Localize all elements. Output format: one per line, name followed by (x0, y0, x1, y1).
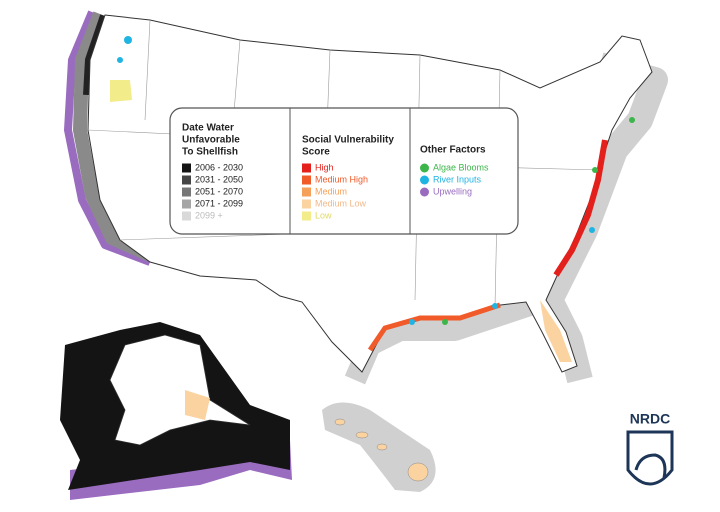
legend-title: Unfavorable (182, 135, 240, 146)
factor-markers (117, 36, 635, 325)
logo-text: NRDC (630, 411, 670, 427)
legend-title: To Shellfish (182, 147, 238, 158)
legend-label: 2071 - 2099 (195, 198, 243, 208)
legend-title: Date Water (182, 123, 234, 134)
legend-title: Score (302, 147, 330, 158)
vulnerability-coast (367, 302, 501, 352)
alaska-land (109, 334, 251, 446)
legend-swatch (302, 163, 311, 173)
logo: NRDC (626, 411, 674, 486)
legend-swatch (302, 187, 311, 197)
legend-label: Medium (315, 186, 347, 196)
legend-swatch (420, 175, 429, 185)
vulnerability-area (540, 300, 572, 362)
legend-label: Medium Low (315, 198, 367, 208)
legend-label: Algae Blooms (433, 162, 489, 172)
legend-swatch (182, 187, 191, 197)
upwelling-band (64, 10, 152, 266)
legend-swatch (420, 163, 429, 173)
legend-label: Upwelling (433, 186, 472, 196)
legend-swatch (420, 187, 429, 197)
alaska-vulnerability (185, 390, 210, 420)
legend-box (169, 107, 519, 235)
coastal-band (73, 11, 153, 262)
vulnerability-area (110, 80, 132, 102)
legend-label: 2006 - 2030 (195, 162, 243, 172)
legend-label: 2031 - 2050 (195, 174, 243, 184)
legend-label: Medium High (315, 174, 368, 184)
legend-swatch (182, 163, 191, 173)
legend-label: 2051 - 2070 (195, 186, 243, 196)
vulnerability-coast (553, 139, 608, 277)
legend-label: High (315, 162, 334, 172)
legend-title: Social Vulnerability (302, 135, 394, 146)
legend-title: Other Factors (420, 145, 486, 156)
hawaii-islands (334, 418, 429, 482)
legend-swatch (302, 175, 311, 185)
legend-label: 2099 + (195, 210, 223, 220)
legend-swatch (182, 211, 191, 221)
legend-label: Low (315, 210, 332, 220)
legend-swatch (302, 199, 311, 209)
legend-swatch (182, 175, 191, 185)
legend-swatch (182, 199, 191, 209)
legend-swatch (302, 211, 311, 221)
legend-label: River Inputs (433, 174, 482, 184)
